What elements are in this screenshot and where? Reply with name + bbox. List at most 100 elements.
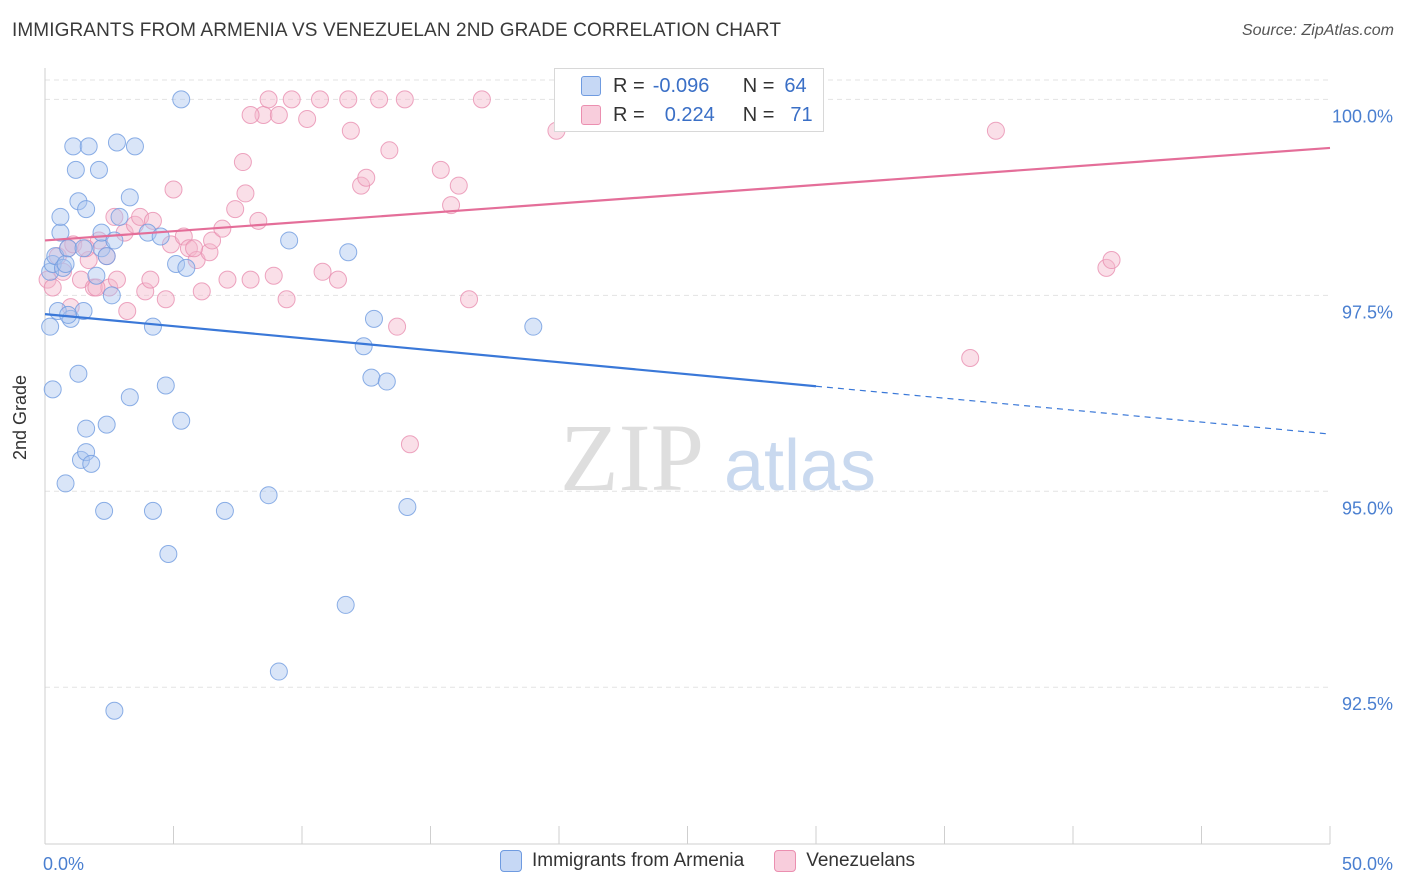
- armenia-point: [77, 419, 96, 438]
- venezuelans-n-label: N =: [742, 103, 775, 126]
- venezuelans-point: [472, 90, 491, 109]
- armenia-point: [156, 376, 175, 395]
- legend-swatch-venezuelans: [774, 850, 797, 872]
- y-axis-label: 2nd Grade: [10, 374, 30, 460]
- venezuelans-trend-line: [44, 146, 1331, 242]
- axes: [44, 68, 1331, 845]
- venezuelans-point: [370, 90, 389, 109]
- venezuelans-point: [328, 270, 347, 289]
- venezuelans-point: [236, 184, 255, 203]
- venezuelans-point: [164, 180, 183, 199]
- venezuelans-point: [79, 251, 98, 270]
- armenia-point: [280, 231, 299, 250]
- venezuelans-point: [986, 121, 1005, 140]
- armenia-point: [59, 239, 78, 258]
- y-tick-label: 100.0%: [1332, 106, 1393, 126]
- armenia-r-label: R =: [613, 74, 645, 97]
- armenia-point: [56, 254, 75, 273]
- y-tick-label: 92.5%: [1342, 694, 1393, 714]
- venezuelans-r-label: R =: [613, 103, 645, 126]
- venezuelans-point: [218, 270, 237, 289]
- armenia-point: [87, 266, 106, 285]
- venezuelans-point: [203, 231, 222, 250]
- armenia-point: [524, 317, 543, 336]
- venezuelans-point: [259, 90, 278, 109]
- armenia-point: [125, 137, 144, 156]
- armenia-point: [172, 411, 191, 430]
- venezuelans-point: [200, 243, 219, 262]
- armenia-point: [95, 501, 114, 520]
- armenia-point: [69, 364, 88, 383]
- x-tick-label: 0.0%: [43, 854, 84, 874]
- venezuelans-point: [380, 141, 399, 160]
- y-tick-label: 97.5%: [1342, 302, 1393, 322]
- venezuelans-point: [431, 160, 450, 179]
- armenia-point: [215, 501, 234, 520]
- venezuelans-point: [156, 290, 175, 309]
- venezuelans-point: [395, 90, 414, 109]
- armenia-n-label: N =: [742, 74, 775, 97]
- y-tick-label: 95.0%: [1342, 498, 1393, 518]
- venezuelans-point: [141, 270, 160, 289]
- venezuelans-point: [118, 301, 137, 320]
- venezuelans-point: [388, 317, 407, 336]
- venezuelans-point: [357, 168, 376, 187]
- venezuelans-point: [460, 290, 479, 309]
- venezuelans-point: [185, 239, 204, 258]
- watermark-atlas: atlas: [724, 426, 876, 506]
- venezuelans-point: [241, 270, 260, 289]
- legend-item-armenia[interactable]: Immigrants from Armenia: [500, 850, 744, 872]
- armenia-trend-line: [44, 313, 817, 388]
- venezuelans-point: [400, 435, 419, 454]
- venezuelans-point: [233, 153, 252, 172]
- venezuelans-point: [241, 106, 260, 125]
- armenia-point: [56, 474, 75, 493]
- watermark: ZIP atlas: [560, 404, 876, 511]
- armenia-point: [74, 301, 93, 320]
- armenia-point: [143, 501, 162, 520]
- armenia-point: [362, 368, 381, 387]
- venezuelans-point: [442, 196, 461, 215]
- venezuelans-point: [310, 90, 329, 109]
- armenia-point: [77, 200, 96, 219]
- venezuelans-point: [449, 176, 468, 195]
- venezuelans-point: [249, 211, 268, 230]
- venezuelans-point: [174, 227, 193, 246]
- venezuelans-point: [105, 207, 124, 226]
- venezuelans-point: [298, 109, 317, 128]
- armenia-point: [69, 192, 88, 211]
- armenia-point: [102, 286, 121, 305]
- trend-lines: [44, 146, 1331, 435]
- armenia-point: [143, 317, 162, 336]
- venezuelans-point: [269, 106, 288, 125]
- armenia-point: [339, 243, 358, 262]
- armenia-n-value: 64: [784, 74, 807, 97]
- armenia-trend-extension: [815, 385, 1331, 435]
- armenia-point: [51, 223, 70, 242]
- armenia-point: [120, 388, 139, 407]
- armenia-point: [120, 188, 139, 207]
- armenia-point: [41, 317, 60, 336]
- armenia-point: [377, 372, 396, 391]
- armenia-swatch: [581, 76, 601, 96]
- stats-row-armenia: R = -0.096 N = 64: [555, 71, 823, 101]
- armenia-point: [43, 380, 62, 399]
- armenia-point: [74, 239, 93, 258]
- armenia-point: [151, 227, 170, 246]
- armenia-point: [259, 486, 278, 505]
- legend-item-venezuelans[interactable]: Venezuelans: [774, 850, 915, 872]
- armenia-point: [167, 254, 186, 273]
- x-tick-label: 50.0%: [1342, 854, 1393, 874]
- armenia-point: [269, 662, 288, 681]
- tick-labels: 92.5% 95.0% 97.5% 100.0% 0.0% 50.0%: [43, 106, 1393, 874]
- armenia-point: [64, 137, 83, 156]
- legend: Immigrants from Armenia Venezuelans: [500, 850, 945, 872]
- armenia-point: [51, 207, 70, 226]
- armenia-point: [97, 415, 116, 434]
- armenia-point: [89, 160, 108, 179]
- chart-title: IMMIGRANTS FROM ARMENIA VS VENEZUELAN 2N…: [12, 20, 782, 41]
- armenia-point: [110, 207, 129, 226]
- venezuelans-point: [107, 270, 126, 289]
- armenia-point: [354, 337, 373, 356]
